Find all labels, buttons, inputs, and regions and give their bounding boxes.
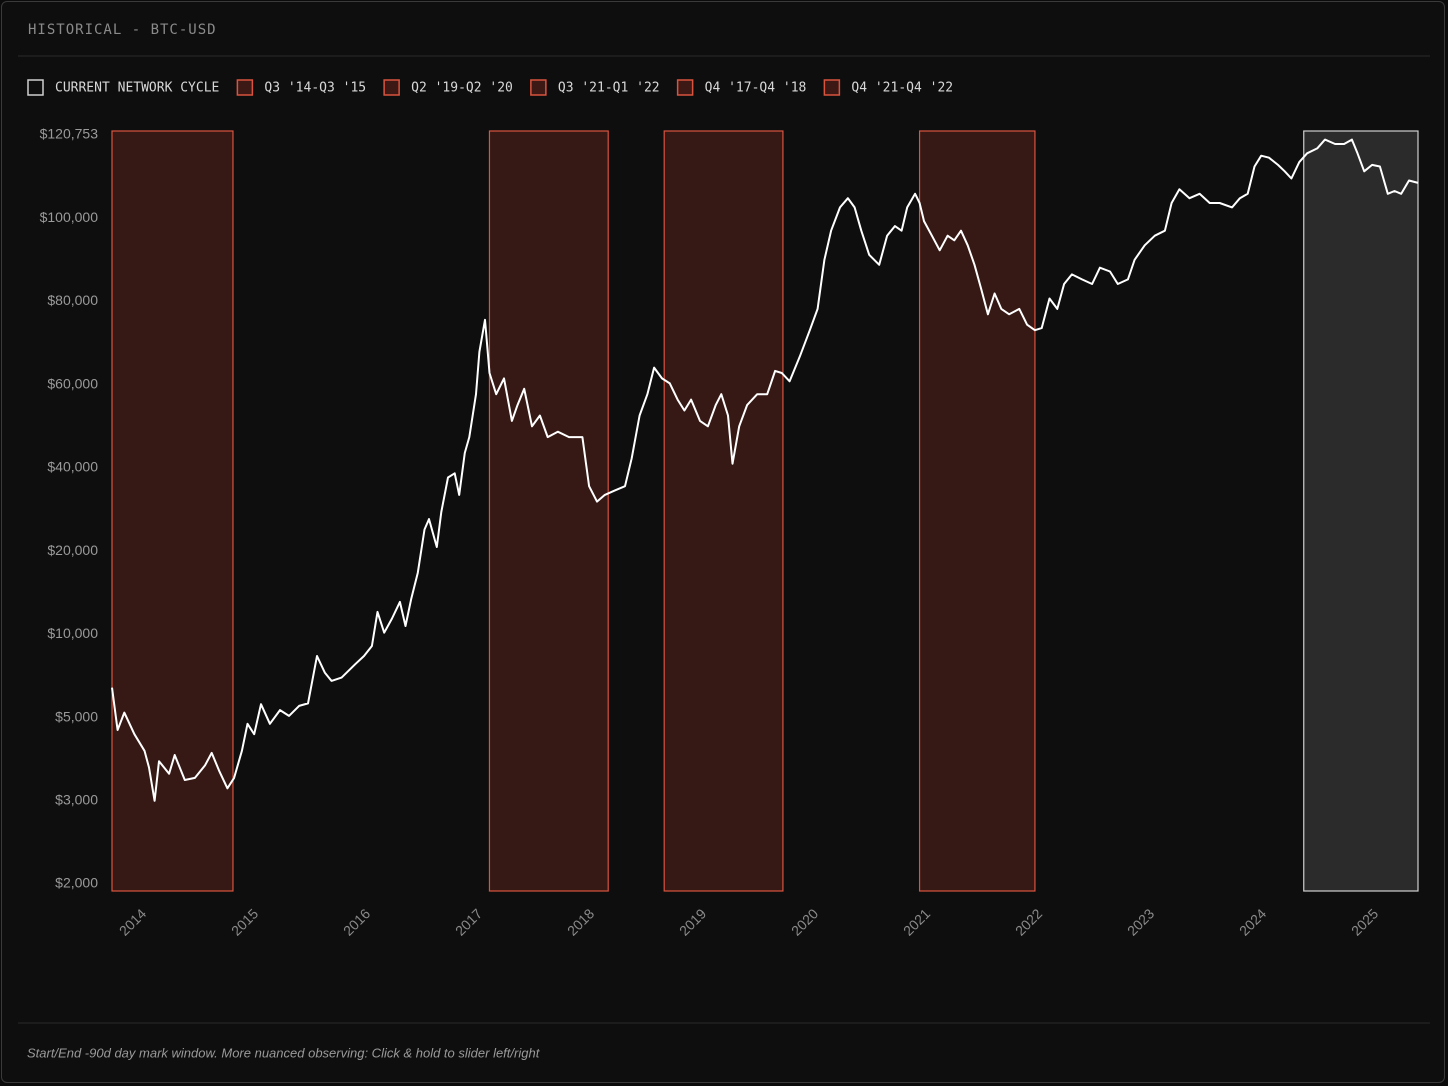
legend-checkbox[interactable]: [823, 79, 841, 96]
y-tick-label: $5,000: [55, 708, 98, 724]
y-tick-label: $80,000: [47, 292, 98, 308]
legend-checkbox[interactable]: [676, 79, 694, 96]
legend-checkbox[interactable]: [27, 79, 44, 96]
legend-checkbox[interactable]: [530, 79, 547, 96]
x-tick-label: 2017: [452, 905, 485, 938]
highlight-window: [488, 130, 609, 892]
x-tick-label: 2015: [228, 905, 261, 938]
highlight-window: [111, 130, 234, 892]
footer-note: Start/End -90d day mark window. More nua…: [27, 1045, 541, 1060]
x-tick-label: 2018: [564, 905, 597, 938]
legend-label[interactable]: CURRENT NETWORK CYCLE: [55, 81, 219, 96]
x-tick-label: 2021: [900, 905, 933, 938]
x-tick-label: 2023: [1124, 905, 1157, 938]
x-tick-label: 2016: [340, 905, 373, 938]
legend-label[interactable]: Q4 '17-Q4 '18: [705, 81, 807, 96]
x-tick-label: 2024: [1236, 905, 1269, 938]
x-tick-label: 2019: [676, 905, 709, 938]
legend-label[interactable]: Q4 '21-Q4 '22: [851, 81, 953, 96]
legend-label[interactable]: Q3 '14-Q3 '15: [264, 81, 366, 96]
current-window: [1303, 130, 1419, 892]
y-tick-label: $3,000: [55, 791, 98, 807]
y-tick-label: $20,000: [47, 542, 98, 558]
legend-checkbox[interactable]: [236, 79, 254, 96]
legend-label[interactable]: Q3 '21-Q1 '22: [558, 81, 660, 96]
page-title: HISTORICAL - BTC-USD: [28, 22, 217, 38]
y-tick-label: $100,000: [40, 209, 99, 225]
y-tick-label: $60,000: [47, 375, 98, 391]
y-tick-label: $2,000: [55, 875, 98, 891]
highlight-window: [663, 130, 784, 892]
legend-label[interactable]: Q2 '19-Q2 '20: [411, 81, 513, 96]
x-tick-label: 2020: [788, 905, 821, 938]
y-tick-label: $10,000: [47, 625, 98, 641]
x-tick-label: 2022: [1012, 905, 1045, 938]
highlight-window: [918, 130, 1036, 892]
legend-checkbox[interactable]: [383, 79, 400, 96]
x-tick-label: 2014: [116, 905, 149, 938]
y-tick-label: $40,000: [47, 459, 98, 475]
price-line: [111, 138, 1419, 802]
y-tick-label: $120,753: [40, 126, 99, 142]
x-tick-label: 2025: [1348, 905, 1381, 938]
